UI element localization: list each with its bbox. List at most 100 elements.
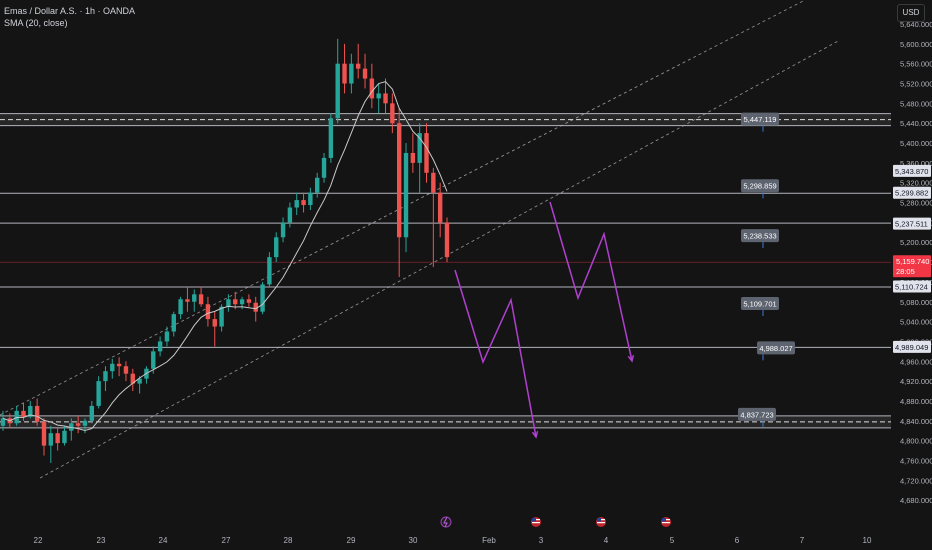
y-axis-tick-label: 4,960.000 <box>900 357 932 366</box>
candle <box>110 358 115 379</box>
y-axis-tick-label: 4,880.000 <box>900 397 932 406</box>
candle-body <box>294 200 299 208</box>
candle <box>396 108 402 277</box>
candle <box>417 123 422 193</box>
candle <box>294 192 299 215</box>
candle-body <box>437 192 443 223</box>
candle-body <box>342 63 347 84</box>
candle-body <box>431 172 436 193</box>
y-axis-tick-label: 5,400.000 <box>900 139 932 148</box>
level-label-text: 5,238.533 <box>743 232 776 241</box>
candle-body <box>82 420 88 426</box>
us-flag-icon <box>531 517 541 527</box>
axis-price-tag-box <box>893 164 931 177</box>
candle <box>431 167 436 268</box>
axis-price-tag-text: 5,110.724 <box>895 283 928 292</box>
candle <box>287 202 293 228</box>
candle <box>369 63 375 109</box>
candle <box>14 405 19 426</box>
sma-indicator-label[interactable]: SMA (20, close) <box>4 18 68 28</box>
y-axis-tick-label: 5,040.000 <box>900 318 932 327</box>
level-label-box <box>741 297 779 311</box>
candle <box>233 291 238 310</box>
x-axis-tick-label: 10 <box>863 536 872 545</box>
candle-body <box>444 222 450 258</box>
candle-body <box>369 78 375 99</box>
candle <box>226 294 231 312</box>
x-axis-tick-label: 7 <box>800 536 805 545</box>
channel-lower-line <box>39 39 841 479</box>
candle-body <box>274 237 279 258</box>
y-axis-tick-label: 5,360.000 <box>900 159 932 168</box>
candle <box>205 296 211 327</box>
candle <box>198 286 204 307</box>
candle <box>89 400 94 424</box>
candle-body <box>246 299 252 303</box>
y-axis-tick-label: 5,080.000 <box>900 298 932 307</box>
axis-price-tag-text: 5,237.511 <box>895 220 928 229</box>
candle-body <box>287 207 293 223</box>
candle-body <box>253 302 258 312</box>
candle <box>62 425 67 446</box>
candle <box>178 296 183 320</box>
y-axis-tick-label: 4,720.000 <box>900 476 932 485</box>
symbol-title[interactable]: Emas / Dollar A.S. · 1h · OANDA <box>4 6 136 16</box>
candle-body <box>123 366 129 374</box>
y-axis-tick-label: 4,800.000 <box>900 437 932 446</box>
candle-body <box>280 222 286 238</box>
candle-body <box>75 423 81 426</box>
candle-body <box>205 304 211 320</box>
candle-body <box>219 306 224 327</box>
axis-price-tag-box <box>893 280 931 293</box>
y-axis-tick-label: 5,320.000 <box>900 179 932 188</box>
candle-body <box>410 152 416 163</box>
candle-body <box>301 200 306 206</box>
candle-body <box>362 68 368 79</box>
y-axis-tick-label: 5,520.000 <box>900 80 932 89</box>
y-axis-tick-label: 4,760.000 <box>900 456 932 465</box>
level-label-text: 5,298.859 <box>743 182 776 191</box>
candle-body <box>164 331 170 342</box>
candle-body <box>424 133 429 173</box>
axis-price-tag: 5,110.724 <box>893 280 931 293</box>
channel-upper-line <box>0 0 806 416</box>
candle <box>356 43 361 79</box>
candle-body <box>198 294 204 305</box>
candle <box>137 376 142 394</box>
x-axis-tick-label: 28 <box>284 536 293 545</box>
candle <box>69 418 74 441</box>
y-axis-tick-label: 5,600.000 <box>900 40 932 49</box>
candle-body <box>403 152 409 238</box>
candle-body <box>157 341 163 352</box>
candle-body <box>226 299 231 307</box>
current-price-countdown: 28:05 <box>896 267 915 276</box>
candle <box>424 123 429 183</box>
x-axis-tick-label: 22 <box>34 536 43 545</box>
current-price-tag-box <box>893 255 931 278</box>
candle-body <box>356 63 361 69</box>
x-axis-tick-label: 30 <box>409 536 418 545</box>
candle-body <box>233 299 238 305</box>
candle <box>41 418 47 456</box>
currency-button[interactable]: USD <box>897 4 925 22</box>
us-flag-icon <box>596 517 606 527</box>
candle <box>164 326 170 347</box>
axis-price-tag-text: 4,989.049 <box>895 343 928 352</box>
candle-body <box>328 118 334 158</box>
candle <box>437 182 443 238</box>
candle-body <box>376 93 381 99</box>
axis-price-tag-text: 5,299.882 <box>895 189 928 198</box>
candle <box>390 93 395 134</box>
axis-price-tag: 5,299.882 <box>893 186 931 199</box>
axis-price-tag: 5,237.511 <box>893 217 931 230</box>
y-axis-tick-label: 4,920.000 <box>900 377 932 386</box>
x-axis-tick-label: 29 <box>347 536 356 545</box>
candle <box>315 172 320 198</box>
candle-body <box>34 405 40 422</box>
candle <box>21 403 26 421</box>
candle-body <box>28 405 33 417</box>
current-price-value: 5,159.740 <box>896 257 929 266</box>
y-axis-tick-label: 5,440.000 <box>900 119 932 128</box>
y-axis-tick-label: 5,280.000 <box>900 199 932 208</box>
